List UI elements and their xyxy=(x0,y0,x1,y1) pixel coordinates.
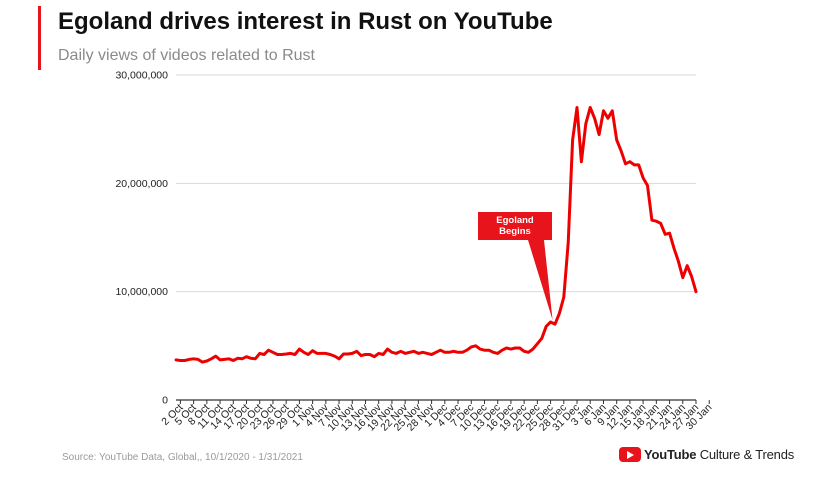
brand-logo: YouTube Culture & Trends xyxy=(619,447,794,462)
y-tick-label: 30,000,000 xyxy=(115,70,168,82)
chart-title: Egoland drives interest in Rust on YouTu… xyxy=(58,8,553,35)
brand-text: YouTube Culture & Trends xyxy=(644,447,794,462)
source-note: Source: YouTube Data, Global,, 10/1/2020… xyxy=(62,452,303,463)
annotation-label: Egoland xyxy=(496,215,534,226)
y-tick-label: 10,000,000 xyxy=(115,286,168,298)
annotation-label: Begins xyxy=(499,226,531,237)
series-line xyxy=(174,106,698,364)
callout-box xyxy=(478,212,552,240)
brand-bold: YouTube xyxy=(644,447,697,462)
chart-subtitle: Daily views of videos related to Rust xyxy=(58,47,315,64)
brand-rest: Culture & Trends xyxy=(696,447,795,462)
callout-pointer xyxy=(528,240,553,320)
y-tick-label: 0 xyxy=(162,395,168,407)
youtube-play-icon xyxy=(619,447,641,462)
accent-bar xyxy=(38,6,41,70)
y-tick-label: 20,000,000 xyxy=(115,178,168,190)
